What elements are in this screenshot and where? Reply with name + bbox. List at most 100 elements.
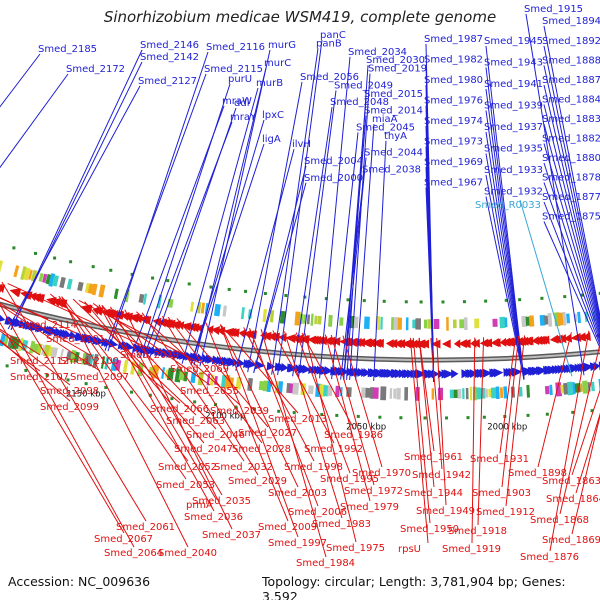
reverse-gene-label: Smed_2039 (210, 406, 269, 417)
reverse-gene (206, 325, 214, 335)
reverse-feature-block (13, 265, 20, 278)
reverse-feature-block (492, 318, 498, 327)
rna-gene-label: Smed_R0033 (475, 200, 541, 211)
reverse-gene-label: Smed_1944 (404, 488, 463, 499)
forward-gene-label: Smed_2000 (304, 173, 363, 184)
reverse-leader-line (61, 296, 189, 548)
inner-marker (244, 289, 248, 293)
reverse-leader-line (98, 304, 215, 512)
reverse-gene-label: Smed_2032 (214, 462, 273, 473)
inner-marker (404, 300, 408, 304)
forward-gene-label: Smed_2038 (362, 164, 421, 175)
kbp-tick-label: 2150 kbp (66, 389, 106, 399)
reverse-feature-block (405, 317, 409, 331)
reverse-feature-block (269, 310, 275, 323)
reverse-feature-block (306, 314, 311, 325)
forward-feature-block (396, 387, 401, 400)
reverse-leader-line (324, 334, 371, 502)
forward-gene-label: Smed_1973 (424, 137, 483, 148)
reverse-feature-block (51, 275, 59, 287)
reverse-gene-label: Smed_2100 (60, 356, 119, 367)
forward-feature-block (582, 380, 589, 394)
reverse-feature-block (452, 319, 457, 329)
reverse-gene (374, 338, 384, 348)
forward-gene (363, 368, 371, 378)
reverse-gene-label: Smed_1949 (416, 506, 475, 517)
forward-gene-label: Smed_1982 (424, 55, 483, 66)
forward-feature-block (292, 382, 300, 395)
forward-leader-line (235, 149, 295, 371)
reverse-gene (472, 338, 480, 348)
forward-feature-block (372, 387, 379, 399)
reverse-gene-label: rpsU (398, 544, 421, 555)
forward-feature-block (89, 354, 95, 367)
forward-leader-line (131, 105, 225, 356)
outer-marker (335, 413, 339, 417)
reverse-feature-block (20, 266, 27, 281)
reverse-feature-block (84, 282, 91, 294)
forward-feature-block (469, 386, 473, 401)
outer-marker (526, 413, 530, 417)
reverse-leader-line (304, 333, 357, 543)
reverse-gene (180, 322, 192, 332)
outer-marker (252, 407, 256, 411)
forward-feature-block (479, 387, 486, 399)
reverse-leader-line (78, 299, 201, 364)
forward-gene-label: Smed_1875 (542, 212, 600, 223)
forward-gene (280, 362, 289, 372)
forward-gene-label: Smed_2030 (366, 55, 425, 66)
reverse-feature-block (200, 302, 206, 314)
reverse-gene (0, 284, 6, 294)
forward-gene-label: Smed_2044 (364, 148, 423, 159)
reverse-leader-line (477, 337, 485, 526)
forward-feature-block (100, 356, 106, 369)
reverse-gene (542, 335, 550, 345)
reverse-gene-label: Smed_2067 (94, 534, 153, 545)
forward-gene (340, 367, 350, 377)
reverse-gene (284, 333, 296, 343)
reverse-feature-block (393, 317, 400, 331)
reverse-gene (430, 339, 441, 349)
reverse-feature-block (314, 315, 318, 325)
reverse-feature-block (328, 314, 333, 327)
forward-gene-label: Smed_2116 (206, 42, 265, 53)
outer-marker (130, 390, 134, 394)
forward-gene-label: Smed_1892 (542, 36, 600, 47)
reverse-gene-label: Smed_2099 (40, 402, 99, 413)
reverse-feature-block (353, 316, 359, 329)
forward-leader-line (277, 39, 323, 376)
reverse-gene (46, 297, 57, 306)
reverse-gene (164, 319, 176, 329)
forward-feature-block (92, 353, 99, 369)
map-title: Sinorhizobium medicae WSM419, complete g… (103, 8, 497, 26)
reverse-feature-block (539, 314, 546, 326)
reverse-feature-block (433, 318, 440, 330)
reverse-gene-label: Smed_1931 (470, 454, 529, 465)
outer-marker (590, 409, 594, 413)
reverse-gene (122, 312, 134, 322)
reverse-gene (453, 339, 461, 349)
inner-marker (441, 300, 445, 304)
outer-marker (45, 373, 49, 377)
forward-gene-label: panB (316, 38, 342, 49)
reverse-feature-block (98, 284, 106, 298)
reverse-leader-line (571, 388, 600, 476)
forward-leader-line (247, 81, 303, 373)
forward-gene-label: mraY (230, 112, 257, 123)
reverse-feature-block (77, 281, 84, 292)
reverse-leader-line (101, 304, 217, 430)
reverse-feature-block (363, 316, 370, 329)
reverse-feature-block (156, 294, 163, 309)
forward-feature-block (262, 380, 268, 392)
reverse-leader-line (110, 306, 223, 496)
reverse-gene-label: Smed_1919 (442, 544, 501, 555)
forward-feature-block (431, 388, 435, 400)
forward-feature-block (346, 387, 352, 397)
forward-gene-label: Smed_1974 (424, 116, 483, 127)
forward-leader-line (104, 73, 207, 351)
forward-gene-label: Smed_1887 (542, 75, 600, 86)
forward-feature-block (465, 387, 469, 400)
reverse-gene-label: Smed_2037 (202, 530, 261, 541)
reverse-gene-label: Smed_1984 (296, 558, 355, 569)
forward-gene-label: Smed_2045 (356, 122, 415, 133)
